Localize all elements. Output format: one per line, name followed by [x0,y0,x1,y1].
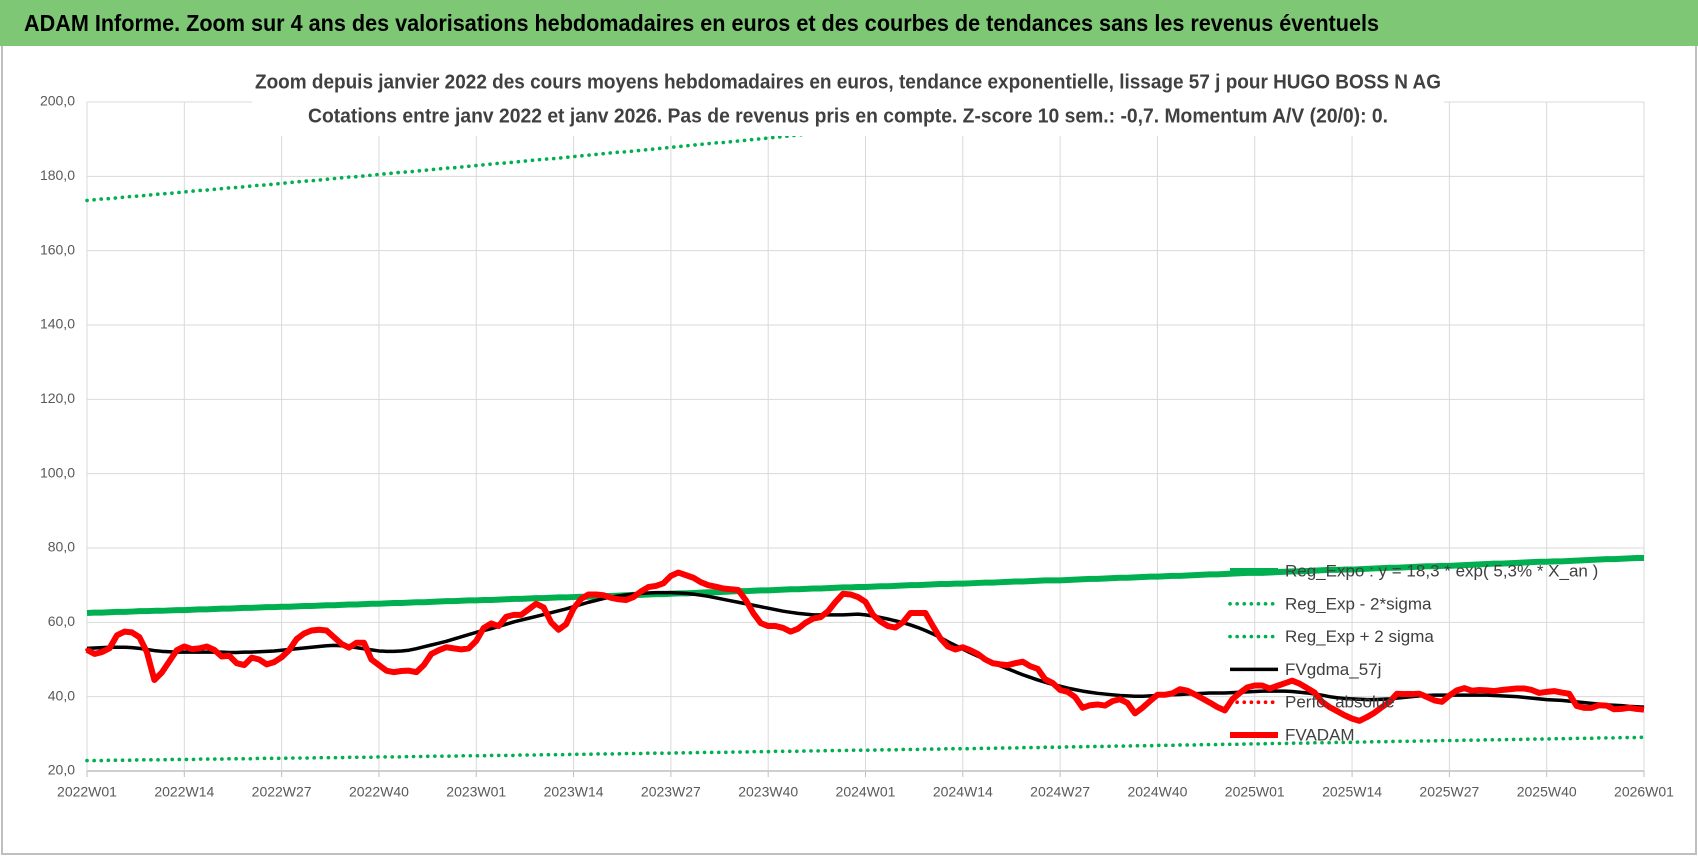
x-tick-label: 2022W27 [252,784,312,800]
legend-label: Reg_Exp - 2*sigma [1285,594,1432,613]
x-tick-label: 2023W01 [446,784,506,800]
series-line [86,555,1644,617]
x-tick-label: 2022W14 [154,784,214,800]
x-tick-label: 2023W40 [738,784,798,800]
x-tick-label: 2025W14 [1322,784,1382,800]
y-tick-label: 140,0 [40,316,75,332]
x-tick-label: 2022W01 [57,784,117,800]
y-tick-label: 20,0 [48,762,75,778]
legend-label: Reg_Exp + 2 sigma [1285,627,1434,646]
x-tick-label: 2023W14 [544,784,604,800]
x-tick-label: 2023W27 [641,784,701,800]
chart-subtitle: Cotations entre janv 2022 et janv 2026. … [308,105,1388,127]
grid: 20,0 40,0 60,0 80,0 100,0 120,0 140,0 160,0 180,… [40,93,1674,800]
header-band [0,0,1698,46]
y-tick-label: 60,0 [48,613,75,629]
y-tick-label: 200,0 [40,93,75,109]
series-line [85,735,1646,763]
title-box [252,64,1444,136]
legend-label: FVADAM [1285,725,1355,744]
x-tick-label: 2026W01 [1614,784,1674,800]
x-tick-label: 2024W01 [836,784,896,800]
legend: Reg_Expo : y = 18,3 * exp( 5,3% * X_an )… [1228,561,1598,744]
y-tick-label: 40,0 [48,687,75,703]
x-tick-label: 2024W14 [933,784,993,800]
legend-label: Perfo. absolue [1285,693,1395,712]
header-title: ADAM Informe. Zoom sur 4 ans des valoris… [24,10,1379,36]
y-tick-label: 180,0 [40,167,75,183]
titles: Zoom depuis janvier 2022 des cours moyen… [252,64,1444,136]
legend-label: Reg_Expo : y = 18,3 * exp( 5,3% * X_an ) [1285,561,1598,580]
x-tick-label: 2024W40 [1127,784,1187,800]
x-tick-label: 2025W01 [1225,784,1285,800]
series-line [85,569,1645,724]
y-tick-label: 100,0 [40,464,75,480]
y-tick-label: 80,0 [48,539,75,555]
x-tick-label: 2025W27 [1419,784,1479,800]
x-tick-label: 2022W40 [349,784,409,800]
x-tick-label: 2025W40 [1517,784,1577,800]
legend-label: FVgdma_57j [1285,660,1381,679]
y-tick-label: 160,0 [40,241,75,257]
x-tick-label: 2024W27 [1030,784,1090,800]
y-tick-label: 120,0 [40,390,75,406]
chart-title: Zoom depuis janvier 2022 des cours moyen… [255,71,1441,93]
